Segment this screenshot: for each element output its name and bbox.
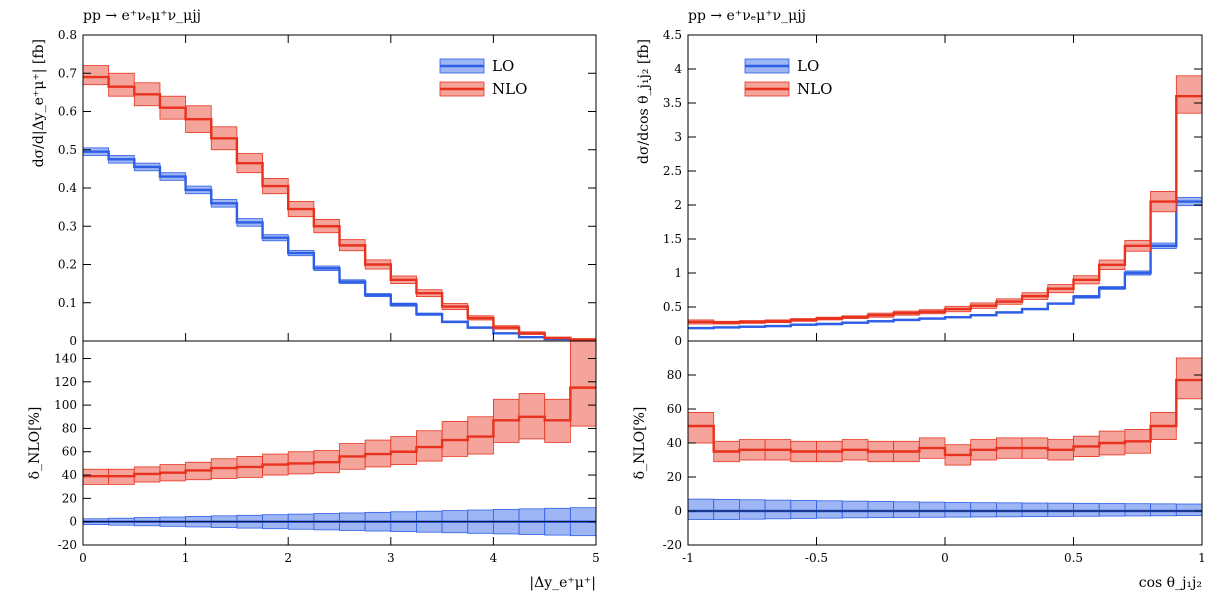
ratio-ytick-label-2: 20 bbox=[667, 470, 682, 484]
main-y-axis-label: dσ/d|Δy_e⁺μ⁺| [fb] bbox=[31, 39, 47, 167]
main-nlo-line bbox=[83, 75, 596, 341]
ratio-frame bbox=[82, 340, 597, 546]
ratio-ytick-label-1: 0 bbox=[674, 504, 682, 518]
main-ytick-label-4: 2 bbox=[674, 198, 682, 212]
xtick-label-3: 0.5 bbox=[1064, 551, 1083, 565]
main-ytick-label-2: 1 bbox=[674, 266, 682, 280]
xtick-label-1: 1 bbox=[182, 551, 190, 565]
main-ytick-label-7: 3.5 bbox=[663, 96, 682, 110]
main-y-axis-label: dσ/dcos θ_j₁j₂ [fb] bbox=[636, 39, 652, 164]
ratio-nlo-series bbox=[83, 341, 596, 485]
main-ytick-label-6: 3 bbox=[674, 130, 682, 144]
ratio-ytick-label-5: 80 bbox=[62, 421, 77, 435]
legend-label-lo: LO bbox=[797, 57, 819, 75]
main-ytick-label-7: 0.7 bbox=[58, 66, 77, 80]
ratio-y-axis-label: δ_NLO[%] bbox=[27, 407, 43, 480]
main-nlo-series bbox=[688, 75, 1202, 325]
ratio-ytick-label-6: 100 bbox=[54, 398, 77, 412]
legend-label-nlo: NLO bbox=[492, 80, 527, 98]
chart-title: pp → e⁺νₑμ⁺ν_μjj bbox=[83, 8, 201, 24]
ratio-y-axis-label: δ_NLO[%] bbox=[632, 407, 648, 480]
x-axis-label: cos θ_j₁j₂ bbox=[1139, 575, 1202, 591]
xtick-label-0: -1 bbox=[682, 551, 694, 565]
ratio-ytick-label-3: 40 bbox=[62, 468, 77, 482]
main-ytick-label-1: 0.1 bbox=[58, 296, 77, 310]
main-nlo-band-19 bbox=[1175, 75, 1202, 114]
legend-label-lo: LO bbox=[492, 57, 514, 75]
ratio-lo-band-5 bbox=[816, 500, 843, 519]
ratio-ytick-label-3: 40 bbox=[667, 436, 682, 450]
ratio-lo-band-3 bbox=[764, 499, 792, 520]
ratio-ytick-label-2: 20 bbox=[62, 491, 77, 505]
ratio-ytick-label-0: -20 bbox=[663, 538, 682, 552]
xtick-label-2: 2 bbox=[284, 551, 292, 565]
ratio-lo-band-2 bbox=[739, 499, 766, 520]
main-lo-line bbox=[83, 150, 596, 341]
chart-title: pp → e⁺νₑμ⁺ν_μjj bbox=[688, 8, 806, 24]
xtick-label-4: 1 bbox=[1198, 551, 1205, 565]
main-lo-line bbox=[688, 200, 1202, 330]
ratio-lo-band-4 bbox=[790, 500, 817, 519]
legend-label-nlo: NLO bbox=[797, 80, 832, 98]
xtick-label-0: 0 bbox=[79, 551, 87, 565]
ratio-lo-band-7 bbox=[867, 501, 895, 519]
main-ytick-label-6: 0.6 bbox=[58, 105, 77, 119]
xtick-label-1: -0.5 bbox=[805, 551, 828, 565]
chart-panel-2: 0 0.5 1 1.5 2 2.5 3 3.5 4 4.5 -20 0 20 40 60 80 -1 -0.5 0 0… bbox=[632, 8, 1205, 591]
ratio-lo-band-1 bbox=[713, 499, 740, 520]
main-ytick-label-8: 4 bbox=[674, 62, 682, 76]
main-ytick-label-0: 0 bbox=[674, 334, 682, 348]
ratio-nlo-band-19 bbox=[1175, 357, 1202, 400]
ratio-nlo-series bbox=[688, 357, 1202, 466]
main-nlo-series bbox=[83, 65, 596, 341]
main-ytick-label-8: 0.8 bbox=[58, 28, 77, 42]
main-nlo-band-0 bbox=[83, 65, 110, 86]
ratio-ytick-label-5: 80 bbox=[667, 368, 682, 382]
ratio-lo-series bbox=[688, 498, 1202, 520]
ratio-lo-band-8 bbox=[893, 501, 920, 518]
ratio-ytick-label-0: -20 bbox=[58, 538, 77, 552]
main-ytick-label-3: 1.5 bbox=[663, 232, 682, 246]
main-ytick-label-9: 4.5 bbox=[663, 28, 682, 42]
main-lo-series bbox=[83, 147, 596, 341]
ratio-lo-band-0 bbox=[688, 498, 715, 520]
main-nlo-band-1 bbox=[108, 72, 135, 97]
main-ytick-label-0: 0 bbox=[69, 334, 77, 348]
x-axis-label: |Δy_e⁺μ⁺| bbox=[529, 575, 596, 591]
main-ytick-label-2: 0.2 bbox=[58, 258, 77, 272]
main-frame bbox=[687, 34, 1203, 342]
ratio-ytick-label-1: 0 bbox=[69, 515, 77, 529]
ratio-lo-band-6 bbox=[841, 500, 869, 519]
ratio-nlo-line bbox=[83, 386, 596, 478]
xtick-label-3: 3 bbox=[387, 551, 395, 565]
ratio-ytick-label-8: 140 bbox=[54, 351, 77, 365]
ratio-nlo-line bbox=[688, 378, 1202, 457]
ratio-nlo-band-0 bbox=[688, 411, 715, 444]
main-ytick-label-1: 0.5 bbox=[663, 300, 682, 314]
xtick-label-5: 5 bbox=[592, 551, 600, 565]
main-lo-series bbox=[688, 197, 1202, 330]
xtick-label-4: 4 bbox=[490, 551, 498, 565]
main-ytick-label-5: 2.5 bbox=[663, 164, 682, 178]
ratio-ytick-label-7: 120 bbox=[54, 375, 77, 389]
ratio-lo-band-9 bbox=[918, 501, 946, 518]
chart-panel-1: 00.10.20.30.40.50.60.70.8-20020406080100… bbox=[27, 8, 600, 591]
ratio-ytick-label-4: 60 bbox=[62, 445, 77, 459]
main-ytick-label-4: 0.4 bbox=[58, 181, 77, 195]
xtick-label-2: 0 bbox=[941, 551, 949, 565]
ratio-ytick-label-4: 60 bbox=[667, 402, 682, 416]
main-nlo-line bbox=[688, 95, 1202, 324]
main-ytick-label-5: 0.5 bbox=[58, 143, 77, 157]
main-ytick-label-3: 0.3 bbox=[58, 219, 77, 233]
ratio-nlo-band-19 bbox=[569, 341, 596, 427]
